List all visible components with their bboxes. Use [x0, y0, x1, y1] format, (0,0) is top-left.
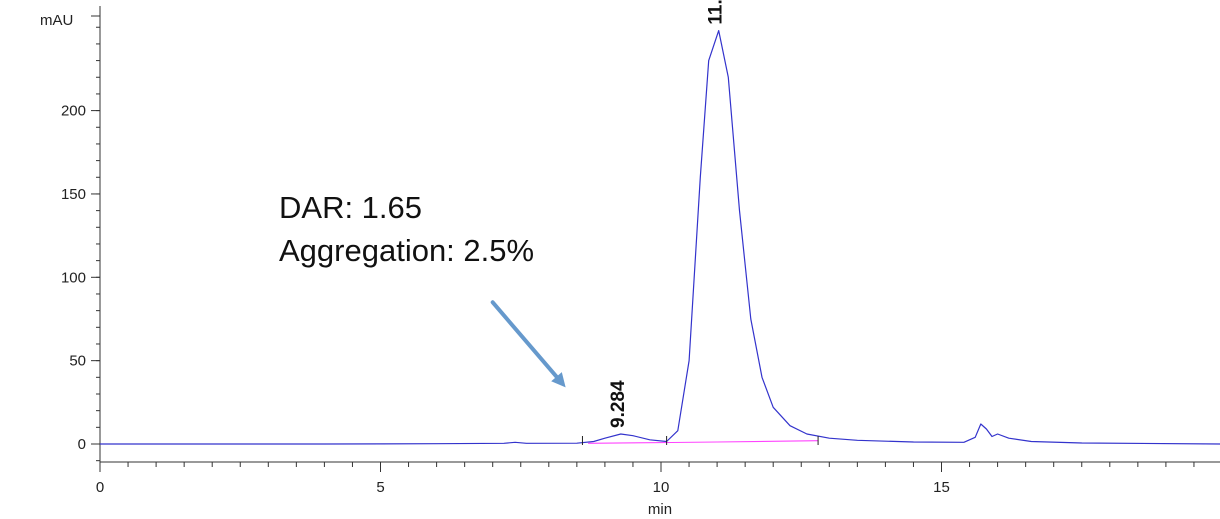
axes: 0 50 100 150 200 0 5 10 15 — [61, 6, 1220, 496]
baseline-trace — [588, 440, 819, 444]
y-tick-label: 50 — [69, 353, 86, 370]
x-tick-label: 5 — [376, 479, 384, 496]
annotation-arrow-layer — [490, 300, 566, 388]
peak-label: 9.284 — [608, 380, 629, 428]
annotation-arrow-shaft — [490, 300, 559, 379]
peak-labels: 9.284 11.029 — [608, 0, 727, 428]
x-axis-title: min — [648, 501, 672, 518]
dar-annotation: DAR: 1.65 — [279, 190, 423, 225]
y-tick-label: 0 — [78, 436, 86, 453]
aggregation-annotation: Aggregation: 2.5% — [279, 233, 535, 268]
signal-trace — [100, 30, 1220, 445]
x-tick-label: 0 — [96, 479, 104, 496]
x-tick-label: 15 — [933, 479, 950, 496]
annotation-arrow-head — [551, 372, 566, 388]
y-tick-label: 150 — [61, 186, 86, 203]
plot-area — [100, 30, 1220, 445]
y-axis-title: mAU — [40, 12, 73, 29]
y-tick-label: 100 — [61, 269, 86, 286]
peak-label: 11.029 — [706, 0, 727, 25]
x-tick-label: 10 — [653, 479, 670, 496]
y-tick-label: 200 — [61, 103, 86, 120]
